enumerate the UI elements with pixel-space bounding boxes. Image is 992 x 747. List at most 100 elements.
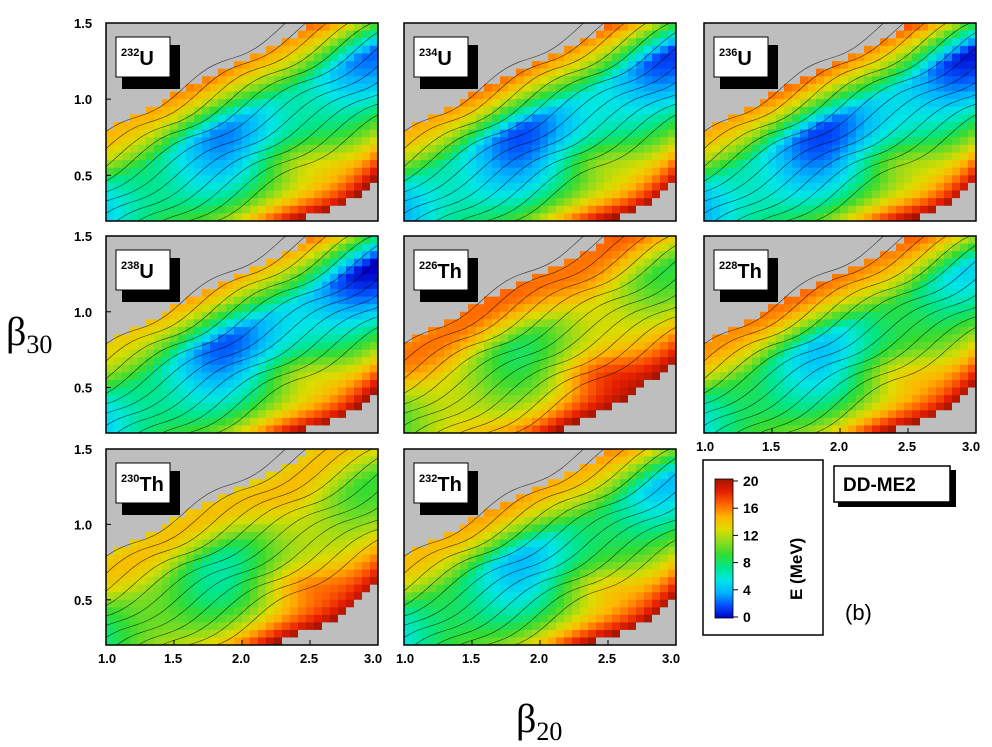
energy-cell xyxy=(370,23,378,32)
energy-cell xyxy=(848,379,857,389)
energy-cell xyxy=(620,23,629,32)
energy-cell xyxy=(580,144,589,154)
energy-cell xyxy=(840,417,849,427)
energy-cell xyxy=(928,198,937,207)
energy-cell xyxy=(492,205,501,214)
energy-cell xyxy=(226,61,235,70)
energy-cell xyxy=(800,236,809,245)
energy-cell xyxy=(210,402,219,411)
energy-cell xyxy=(202,30,211,39)
energy-cell xyxy=(644,198,653,207)
energy-cell xyxy=(106,76,115,85)
energy-cell xyxy=(194,417,203,427)
energy-cell xyxy=(370,38,378,47)
energy-cell xyxy=(444,410,453,419)
energy-cell xyxy=(194,160,203,169)
energy-cell xyxy=(588,410,597,419)
energy-cell xyxy=(178,379,187,389)
energy-cell xyxy=(824,304,833,313)
energy-cell xyxy=(816,410,825,419)
energy-cell xyxy=(338,349,347,358)
energy-cell xyxy=(760,387,769,396)
energy-cell xyxy=(744,205,753,214)
energy-cell xyxy=(274,410,283,419)
energy-cell xyxy=(186,349,195,358)
energy-cell xyxy=(266,266,275,275)
energy-cell xyxy=(604,99,613,108)
energy-cell xyxy=(832,349,841,358)
energy-cell xyxy=(314,23,323,32)
energy-cell xyxy=(346,364,355,373)
energy-cell xyxy=(186,152,195,161)
energy-cell xyxy=(644,251,653,260)
energy-cell xyxy=(226,38,235,47)
energy-cell xyxy=(848,311,857,320)
energy-cell xyxy=(712,387,721,396)
energy-cell xyxy=(620,152,629,161)
energy-cell xyxy=(580,236,589,245)
energy-cell xyxy=(596,273,605,283)
energy-cell xyxy=(290,114,299,123)
energy-cell xyxy=(162,152,171,161)
energy-cell xyxy=(130,304,139,313)
energy-cell xyxy=(492,30,501,39)
energy-cell xyxy=(290,167,299,176)
energy-cell xyxy=(186,99,195,108)
energy-cell xyxy=(620,417,629,427)
energy-cell xyxy=(628,106,637,115)
energy-cell xyxy=(792,45,801,55)
energy-cell xyxy=(404,311,413,320)
energy-cell xyxy=(840,273,849,283)
energy-cell xyxy=(170,319,179,328)
energy-cell xyxy=(162,342,171,351)
energy-cell xyxy=(816,395,825,404)
energy-cell xyxy=(500,289,509,298)
energy-cell xyxy=(652,402,661,411)
energy-cell xyxy=(130,334,139,343)
energy-cell xyxy=(210,342,219,351)
energy-cell xyxy=(508,387,517,396)
energy-cell xyxy=(330,38,339,47)
energy-cell xyxy=(612,114,621,123)
energy-cell xyxy=(816,114,825,123)
energy-cell xyxy=(644,289,653,298)
energy-cell xyxy=(776,182,785,192)
energy-cell xyxy=(250,91,259,100)
energy-cell xyxy=(572,266,581,275)
energy-cell xyxy=(848,304,857,313)
energy-cell xyxy=(944,190,953,199)
energy-cell xyxy=(338,213,347,221)
energy-cell xyxy=(848,144,857,154)
energy-cell xyxy=(516,410,525,419)
energy-cell xyxy=(290,357,299,366)
energy-cell xyxy=(824,182,833,192)
energy-cell xyxy=(516,364,525,373)
energy-cell xyxy=(564,304,573,313)
energy-cell xyxy=(282,410,291,419)
energy-cell xyxy=(736,144,745,154)
energy-cell xyxy=(776,137,785,146)
energy-cell xyxy=(816,175,825,184)
energy-cell xyxy=(768,349,777,358)
energy-cell xyxy=(904,167,913,176)
energy-cell xyxy=(492,114,501,123)
energy-cell xyxy=(258,137,267,146)
energy-cell xyxy=(404,30,413,39)
energy-cell xyxy=(178,198,187,207)
energy-cell xyxy=(660,137,669,146)
energy-cell xyxy=(508,266,517,275)
energy-cell xyxy=(832,122,841,131)
energy-cell xyxy=(492,402,501,411)
energy-cell xyxy=(760,190,769,199)
energy-cell xyxy=(154,311,163,320)
energy-cell xyxy=(928,45,937,55)
energy-cell xyxy=(848,76,857,85)
energy-cell xyxy=(944,61,953,70)
energy-cell xyxy=(668,258,676,267)
energy-cell xyxy=(652,311,661,320)
energy-cell xyxy=(968,213,976,221)
energy-cell xyxy=(848,129,857,138)
energy-cell xyxy=(322,23,331,32)
energy-cell xyxy=(532,114,541,123)
energy-cell xyxy=(636,395,645,404)
